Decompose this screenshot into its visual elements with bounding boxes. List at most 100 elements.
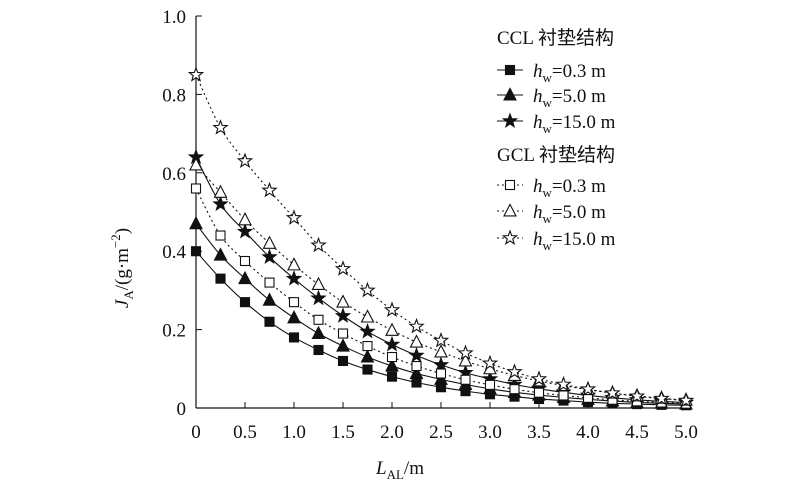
- data-point: [334, 260, 352, 276]
- x-tick-label: 3.5: [527, 422, 551, 443]
- x-tick-label: 2.0: [380, 422, 404, 443]
- y-tick-label: 0: [177, 399, 187, 420]
- x-tick-label: 0: [191, 422, 201, 443]
- data-point: [334, 307, 352, 323]
- data-point: [189, 157, 203, 171]
- data-point: [262, 235, 277, 249]
- x-tick-label: 4.5: [625, 422, 649, 443]
- data-point: [264, 316, 275, 327]
- data-point: [288, 332, 300, 343]
- data-point: [604, 384, 621, 401]
- data-point: [337, 328, 349, 339]
- data-point: [359, 281, 376, 298]
- data-point: [386, 371, 398, 382]
- x-tick-label: 3.0: [478, 422, 502, 443]
- x-tick-label: 1.5: [331, 422, 355, 443]
- legend-marker: [501, 112, 519, 128]
- data-point: [239, 297, 251, 308]
- data-point: [212, 195, 229, 212]
- data-point: [385, 358, 399, 372]
- data-point: [411, 377, 422, 388]
- legend-group-title-gcl: GCL 衬垫结构: [497, 144, 615, 166]
- data-point: [555, 375, 572, 392]
- x-tick-label: 0.5: [233, 422, 257, 443]
- y-tick-label: 0.2: [162, 321, 186, 342]
- data-point: [313, 314, 324, 325]
- data-point: [215, 273, 226, 284]
- data-point: [313, 344, 324, 356]
- data-point: [530, 370, 548, 386]
- data-point: [432, 331, 450, 348]
- legend-item-gcl-0.3: hw=0.3 m: [497, 176, 606, 200]
- series-line: [195, 74, 687, 402]
- legend-marker: [503, 203, 517, 217]
- data-point: [236, 152, 254, 168]
- data-point: [386, 351, 398, 363]
- series-layer: [187, 66, 695, 411]
- x-tick-label: 4.0: [576, 422, 600, 443]
- data-point: [311, 325, 326, 340]
- data-point: [434, 344, 448, 358]
- data-point: [213, 247, 228, 261]
- data-point: [238, 212, 252, 226]
- data-point: [310, 236, 327, 253]
- data-point: [262, 292, 277, 306]
- data-point: [238, 270, 252, 285]
- data-point: [533, 387, 545, 398]
- series-3: [190, 183, 692, 409]
- y-tick-label: 1.0: [162, 7, 186, 28]
- data-point: [432, 356, 450, 372]
- data-point: [362, 341, 373, 352]
- legend-item-gcl-5.0: hw=5.0 m: [497, 202, 606, 226]
- legend-marker: [503, 87, 517, 101]
- legend-marker: [504, 179, 516, 191]
- legend-group-title-ccl: CCL 衬垫结构: [497, 27, 614, 49]
- x-axis-ticks: 0 0.5 1.0 1.5 2.0 2.5 3.0 3.5 4.0 4.5 5.0: [191, 402, 698, 443]
- data-point: [484, 379, 496, 390]
- data-point: [458, 353, 473, 367]
- data-point: [189, 215, 203, 230]
- data-point: [213, 184, 228, 198]
- series-0: [190, 246, 692, 411]
- data-point: [409, 334, 424, 348]
- y-tick-label: 0.4: [162, 242, 186, 263]
- legend-label: hw=5.0 m: [533, 202, 606, 226]
- data-point: [287, 257, 301, 271]
- data-point: [187, 66, 205, 82]
- data-point: [383, 335, 401, 352]
- x-tick-label: 1.0: [282, 422, 306, 443]
- data-point: [435, 368, 447, 379]
- data-point: [383, 301, 401, 317]
- data-point: [287, 310, 301, 324]
- data-point: [677, 391, 695, 408]
- data-point: [212, 119, 229, 135]
- data-point: [336, 338, 350, 352]
- y-axis-label: JA/(g·m−2): [108, 228, 136, 308]
- data-point: [653, 389, 670, 406]
- y-tick-label: 0.6: [162, 164, 186, 185]
- data-point: [362, 364, 373, 375]
- x-axis-label: LAL/m: [375, 458, 424, 482]
- data-point: [261, 248, 278, 265]
- data-point: [311, 276, 326, 291]
- y-axis-ticks: 0 0.2 0.4 0.6 0.8 1.0: [162, 7, 202, 420]
- legend-label: hw=0.3 m: [533, 61, 606, 85]
- legend-marker: [501, 229, 519, 245]
- data-point: [409, 365, 424, 380]
- data-point: [558, 390, 569, 401]
- legend-item-ccl-0.3: hw=0.3 m: [497, 61, 606, 85]
- data-point: [434, 371, 448, 385]
- data-point: [481, 354, 499, 371]
- legend-item-gcl-15.0: hw=15.0 m: [497, 229, 616, 253]
- x-tick-label: 5.0: [674, 422, 698, 443]
- data-point: [506, 363, 523, 379]
- data-point: [190, 246, 202, 257]
- data-point: [411, 361, 422, 372]
- data-point: [215, 230, 226, 241]
- data-point: [385, 322, 399, 336]
- data-point: [239, 255, 251, 267]
- data-point: [360, 309, 375, 323]
- data-point: [509, 384, 520, 395]
- data-point: [408, 346, 425, 363]
